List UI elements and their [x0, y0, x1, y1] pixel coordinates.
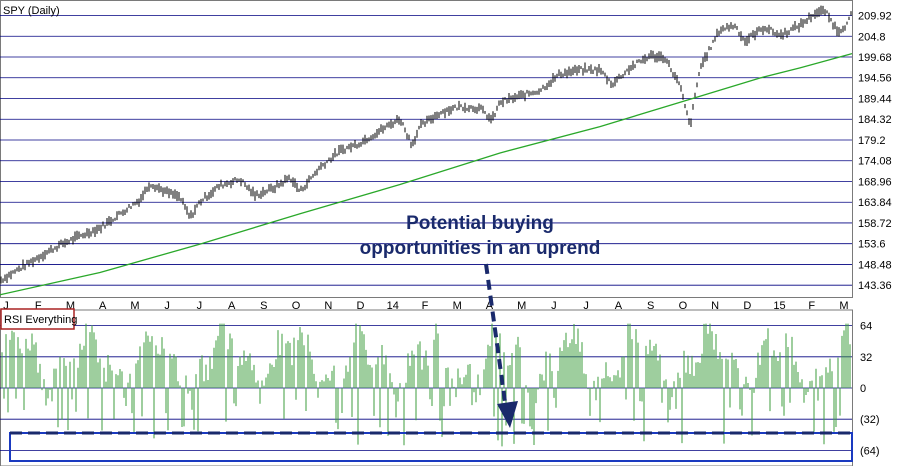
x-tick-label: S: [647, 300, 654, 312]
rsi-y-tick-label: 0: [860, 383, 866, 395]
price-y-tick-label: 163.84: [858, 197, 892, 209]
rsi-panel-title: RSI Everything: [4, 314, 77, 326]
x-tick-label: A: [228, 300, 236, 312]
x-tick-label: M: [130, 300, 139, 312]
price-gridlines: [0, 15, 852, 286]
moving-average-group: [0, 53, 853, 296]
rsi-bars-group: [1, 323, 851, 447]
annotation-line-1: Potential buying: [406, 213, 554, 234]
rsi-title-box: [0, 308, 75, 330]
x-tick-labels: J F M A M J J A S O N D 14 F M A M J J A S O N D 15 F M: [3, 300, 848, 312]
annotation-arrow-shaft: [484, 263, 507, 403]
price-y-tick-label: 174.08: [858, 156, 892, 168]
price-bars-group: [0, 5, 852, 284]
price-y-tick-label: 158.72: [858, 218, 892, 230]
x-tick-label: J: [3, 300, 9, 312]
x-tick-label: N: [711, 300, 719, 312]
x-tick-label: D: [357, 300, 365, 312]
rsi-y-tick-label: (32): [860, 414, 880, 426]
x-tick-label: A: [615, 300, 623, 312]
price-y-tick-label: 184.32: [858, 114, 892, 126]
x-tick-label: J: [164, 300, 170, 312]
oversold-highlight-box: [9, 432, 853, 462]
x-tick-label: A: [486, 300, 494, 312]
x-tick-label: M: [839, 300, 848, 312]
x-tick-label: M: [517, 300, 526, 312]
x-tick-label: A: [99, 300, 107, 312]
price-y-tick-label: 179.2: [858, 135, 886, 147]
price-y-tick-label: 153.6: [858, 239, 886, 251]
x-tick-label: O: [292, 300, 301, 312]
x-tick-label: O: [679, 300, 688, 312]
rsi-y-tick-label: 32: [860, 352, 872, 364]
x-tick-label: F: [808, 300, 815, 312]
x-tick-label: 15: [773, 300, 785, 312]
price-y-tick-label: 143.36: [858, 280, 892, 292]
price-y-tick-label: 204.8: [858, 31, 886, 43]
price-y-tick-label: 194.56: [858, 73, 892, 85]
x-tick-label: F: [35, 300, 42, 312]
x-tick-label: M: [453, 300, 462, 312]
rsi-y-tick-label: 64: [860, 321, 872, 333]
x-tick-label: S: [260, 300, 267, 312]
price-panel-title: SPY (Daily): [3, 5, 60, 17]
price-panel-frame: [0, 0, 853, 298]
x-tick-label: J: [551, 300, 557, 312]
x-tick-label: N: [324, 300, 332, 312]
price-y-tick-label: 168.96: [858, 176, 892, 188]
annotation-arrow-head: [497, 401, 518, 428]
price-y-tick-label: 148.48: [858, 259, 892, 271]
price-y-tick-label: 189.44: [858, 93, 892, 105]
x-tick-label: 14: [387, 300, 399, 312]
price-y-tick-labels: 209.92 204.8 199.68 194.56 189.44 184.32 179.2…: [858, 11, 892, 293]
price-y-tick-label: 199.68: [858, 52, 892, 64]
rsi-y-tick-label: (64): [860, 445, 880, 457]
rsi-y-tick-labels: 64 32 0 (32) (64): [860, 321, 880, 458]
x-tick-label: J: [197, 300, 203, 312]
annotation-line-2: opportunities in an uprend: [360, 238, 601, 259]
x-tick-label: J: [583, 300, 589, 312]
x-tick-label: D: [743, 300, 751, 312]
x-tick-label: F: [422, 300, 429, 312]
x-tick-label: M: [66, 300, 75, 312]
price-y-tick-label: 209.92: [858, 11, 892, 23]
moving-average-line: [0, 53, 853, 296]
